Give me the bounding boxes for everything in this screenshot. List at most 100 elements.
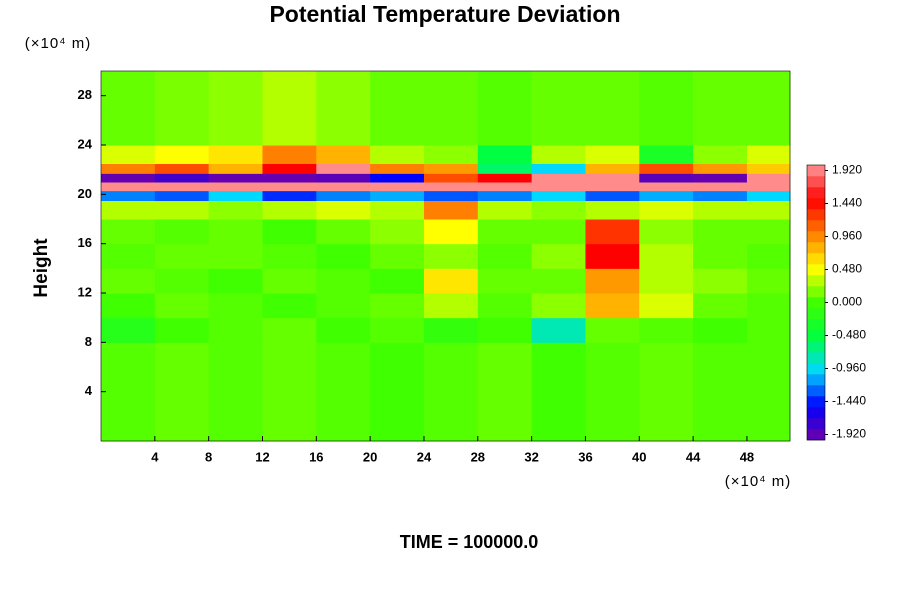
cell — [101, 317, 156, 343]
cell — [154, 243, 210, 269]
cell — [101, 219, 156, 245]
cell — [639, 268, 694, 294]
cell — [101, 190, 156, 201]
cell — [316, 173, 371, 183]
cell — [477, 243, 533, 269]
cell — [101, 182, 156, 192]
cell — [208, 145, 263, 164]
cell — [639, 173, 694, 183]
cell — [585, 219, 640, 245]
colorbar-step — [807, 253, 825, 265]
cell — [316, 71, 371, 146]
cell — [316, 293, 371, 319]
cell — [585, 293, 640, 319]
cell — [101, 173, 156, 183]
cell — [370, 342, 425, 442]
cell — [423, 163, 479, 174]
cell — [531, 268, 586, 294]
colorbar-step — [807, 209, 825, 221]
cell — [101, 268, 156, 294]
cell — [316, 317, 371, 343]
cell — [639, 200, 694, 220]
cell — [208, 200, 263, 220]
colorbar-step — [807, 165, 825, 177]
cell — [585, 190, 640, 201]
cell — [262, 200, 317, 220]
cell — [585, 200, 640, 220]
colorbar-step — [807, 275, 825, 287]
cell — [639, 182, 694, 192]
cell — [154, 173, 210, 183]
cell — [154, 71, 210, 146]
cell — [423, 317, 479, 343]
cell — [208, 317, 263, 343]
cell — [477, 173, 533, 183]
colorbar-label: 1.440 — [832, 196, 862, 210]
cell — [531, 342, 586, 442]
cell — [423, 200, 479, 220]
colorbar-step — [807, 187, 825, 199]
cell — [208, 243, 263, 269]
cell — [262, 163, 317, 174]
colorbar-step — [807, 264, 825, 276]
cell — [531, 173, 586, 183]
colorbar-step — [807, 308, 825, 320]
chart-title: Potential Temperature Deviation — [269, 1, 620, 27]
colorbar-step — [807, 429, 825, 441]
cell — [370, 71, 425, 146]
cell — [370, 243, 425, 269]
cell — [154, 182, 210, 192]
colorbar-label: 0.480 — [832, 262, 862, 276]
cell — [531, 219, 586, 245]
cell — [531, 190, 586, 201]
cell — [208, 268, 263, 294]
cell — [746, 243, 791, 269]
x-tick-label: 40 — [632, 449, 646, 464]
cell — [585, 71, 640, 146]
cell — [262, 268, 317, 294]
cell — [693, 243, 748, 269]
cell — [477, 293, 533, 319]
cell — [423, 173, 479, 183]
x-tick-label: 36 — [578, 449, 592, 464]
cell — [531, 71, 586, 146]
cell — [585, 342, 640, 442]
cell — [746, 268, 791, 294]
cell — [262, 293, 317, 319]
cell — [531, 200, 586, 220]
cell — [746, 173, 791, 183]
cell — [693, 71, 748, 146]
cell — [370, 317, 425, 343]
cell — [477, 317, 533, 343]
cell — [101, 200, 156, 220]
x-tick-label: 44 — [686, 449, 701, 464]
y-unit: (×10⁴ m) — [25, 35, 92, 52]
colorbar-label: -0.480 — [832, 328, 866, 342]
cell — [316, 268, 371, 294]
cell — [370, 190, 425, 201]
cell — [101, 342, 156, 442]
cell — [154, 219, 210, 245]
cell — [316, 243, 371, 269]
colorbar-step — [807, 385, 825, 397]
cell — [316, 200, 371, 220]
cell — [639, 317, 694, 343]
colorbar-step — [807, 231, 825, 243]
cell — [477, 342, 533, 442]
cell — [154, 317, 210, 343]
cell — [531, 317, 586, 343]
cell — [370, 219, 425, 245]
y-axis-title: Height — [31, 238, 52, 298]
cell — [370, 173, 425, 183]
cell — [154, 145, 210, 164]
y-tick-label: 20 — [78, 186, 92, 201]
cell — [423, 182, 479, 192]
x-tick-label: 32 — [524, 449, 538, 464]
cell — [208, 342, 263, 442]
cell — [262, 71, 317, 146]
cell — [423, 243, 479, 269]
colorbar-step — [807, 330, 825, 342]
colorbar-step — [807, 319, 825, 331]
cell — [693, 182, 748, 192]
cell — [746, 190, 791, 201]
